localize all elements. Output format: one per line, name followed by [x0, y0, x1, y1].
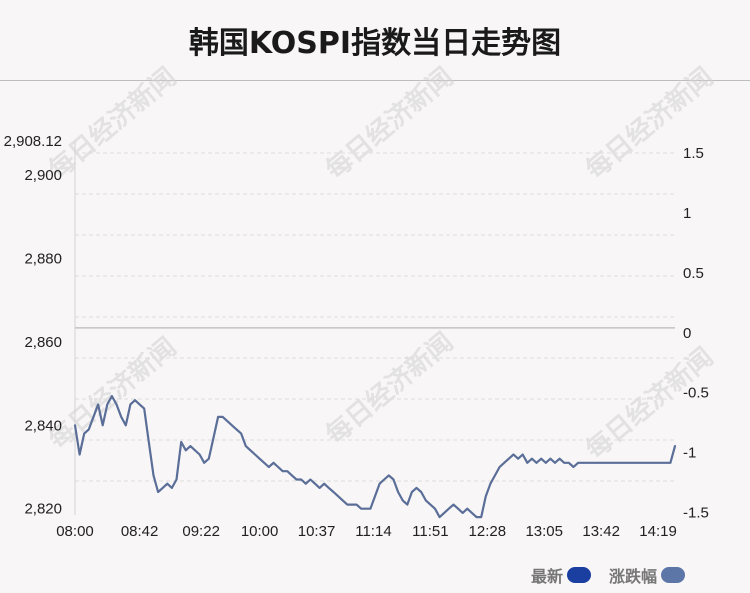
x-tick-9: 13:42 [582, 523, 620, 540]
title-divider [0, 80, 750, 81]
y-tick-left-max: 2,908.12 [4, 133, 62, 150]
watermark-3: 每日经济新闻 [43, 331, 182, 455]
x-tick-4: 10:37 [298, 523, 336, 540]
y-tick-right-1: -1 [683, 445, 696, 462]
watermark-1: 每日经济新闻 [320, 61, 459, 185]
x-tick-5: 11:14 [355, 523, 391, 540]
y-tick-left-1: 2,840 [24, 417, 62, 434]
y-tick-right-2: -0.5 [683, 385, 709, 402]
legend-change-swatch [661, 567, 685, 583]
legend-latest-label: 最新 [530, 567, 563, 586]
legend-item-change[interactable]: 涨跌幅 [609, 563, 685, 587]
y-tick-left-0: 2,820 [24, 501, 62, 518]
x-tick-7: 12:28 [469, 523, 507, 540]
y-tick-right-5: 1 [683, 205, 691, 222]
y-tick-right-4: 0.5 [683, 265, 704, 282]
y-tick-right-3: 0 [683, 325, 691, 342]
y-tick-right-0: -1.5 [683, 505, 709, 522]
x-tick-6: 11:51 [412, 523, 448, 540]
y-tick-left-3: 2,880 [24, 250, 62, 267]
x-tick-0: 08:00 [56, 523, 94, 540]
chart-title: 韩国KOSPI指数当日走势图 [188, 26, 562, 61]
y-tick-left-4: 2,900 [24, 167, 62, 184]
legend-change-label: 涨跌幅 [608, 567, 657, 586]
legend: 最新 涨跌幅 [531, 563, 685, 587]
x-tick-3: 10:00 [241, 523, 279, 540]
x-tick-10: 14:19 [639, 523, 677, 540]
y-tick-left-2: 2,860 [24, 334, 62, 351]
x-tick-8: 13:05 [525, 523, 563, 540]
legend-item-latest[interactable]: 最新 [531, 563, 591, 587]
watermark-2: 每日经济新闻 [580, 61, 719, 185]
series-line-0 [73, 395, 677, 519]
x-tick-2: 09:22 [182, 523, 220, 540]
watermark-0: 每日经济新闻 [43, 61, 182, 185]
legend-latest-swatch [566, 567, 591, 583]
x-tick-1: 08:42 [121, 523, 159, 540]
watermark-4: 每日经济新闻 [320, 326, 459, 450]
y-tick-right-6: 1.5 [683, 145, 704, 162]
watermark-5: 每日经济新闻 [580, 341, 719, 465]
